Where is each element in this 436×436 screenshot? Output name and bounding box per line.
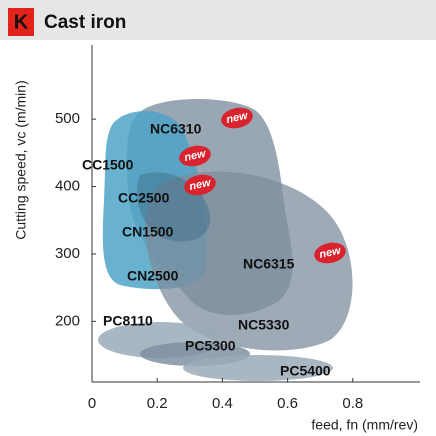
- new-badge: [221, 107, 253, 129]
- region-label: CN2500: [127, 268, 179, 284]
- y-tick-label: 500: [55, 110, 80, 127]
- region-label: CC1500: [82, 157, 134, 173]
- region-label: PC5300: [185, 338, 236, 354]
- regions: [98, 98, 353, 381]
- region-label: PC5400: [280, 363, 331, 379]
- region-label: NC6310: [150, 121, 202, 137]
- new-badge-text: new: [225, 110, 250, 126]
- x-axis-label: feed, fn (mm/rev): [311, 417, 418, 433]
- x-tick-label: 0: [88, 395, 96, 412]
- new-badge: [179, 145, 211, 167]
- region-label: CN1500: [122, 224, 174, 240]
- y-tick-label: 300: [55, 245, 80, 262]
- chart-title: Cast iron: [44, 12, 126, 33]
- y-tick-label: 200: [55, 312, 80, 329]
- new-badge-text: new: [183, 148, 208, 164]
- region-label: NC5330: [238, 317, 290, 333]
- badge-box: [8, 8, 34, 36]
- badge-letter: K: [14, 11, 29, 33]
- region-shape: [183, 355, 333, 381]
- header-bar: [0, 0, 436, 40]
- new-badge-text: new: [188, 177, 213, 193]
- region-label: CC2500: [118, 190, 170, 206]
- new-badge: [184, 174, 216, 196]
- x-tick-label: 0.2: [147, 395, 168, 412]
- y-axis-label: Cutting speed, vc (m/min): [13, 80, 29, 240]
- x-tick-label: 0.8: [342, 395, 363, 412]
- region-label: NC6315: [243, 256, 295, 272]
- x-tick-label: 0.4: [212, 395, 233, 412]
- new-badge: [314, 242, 346, 264]
- region-label: PC8110: [103, 313, 153, 329]
- y-tick-label: 400: [55, 178, 80, 195]
- new-badge-text: new: [318, 245, 343, 261]
- x-tick-label: 0.6: [277, 395, 298, 412]
